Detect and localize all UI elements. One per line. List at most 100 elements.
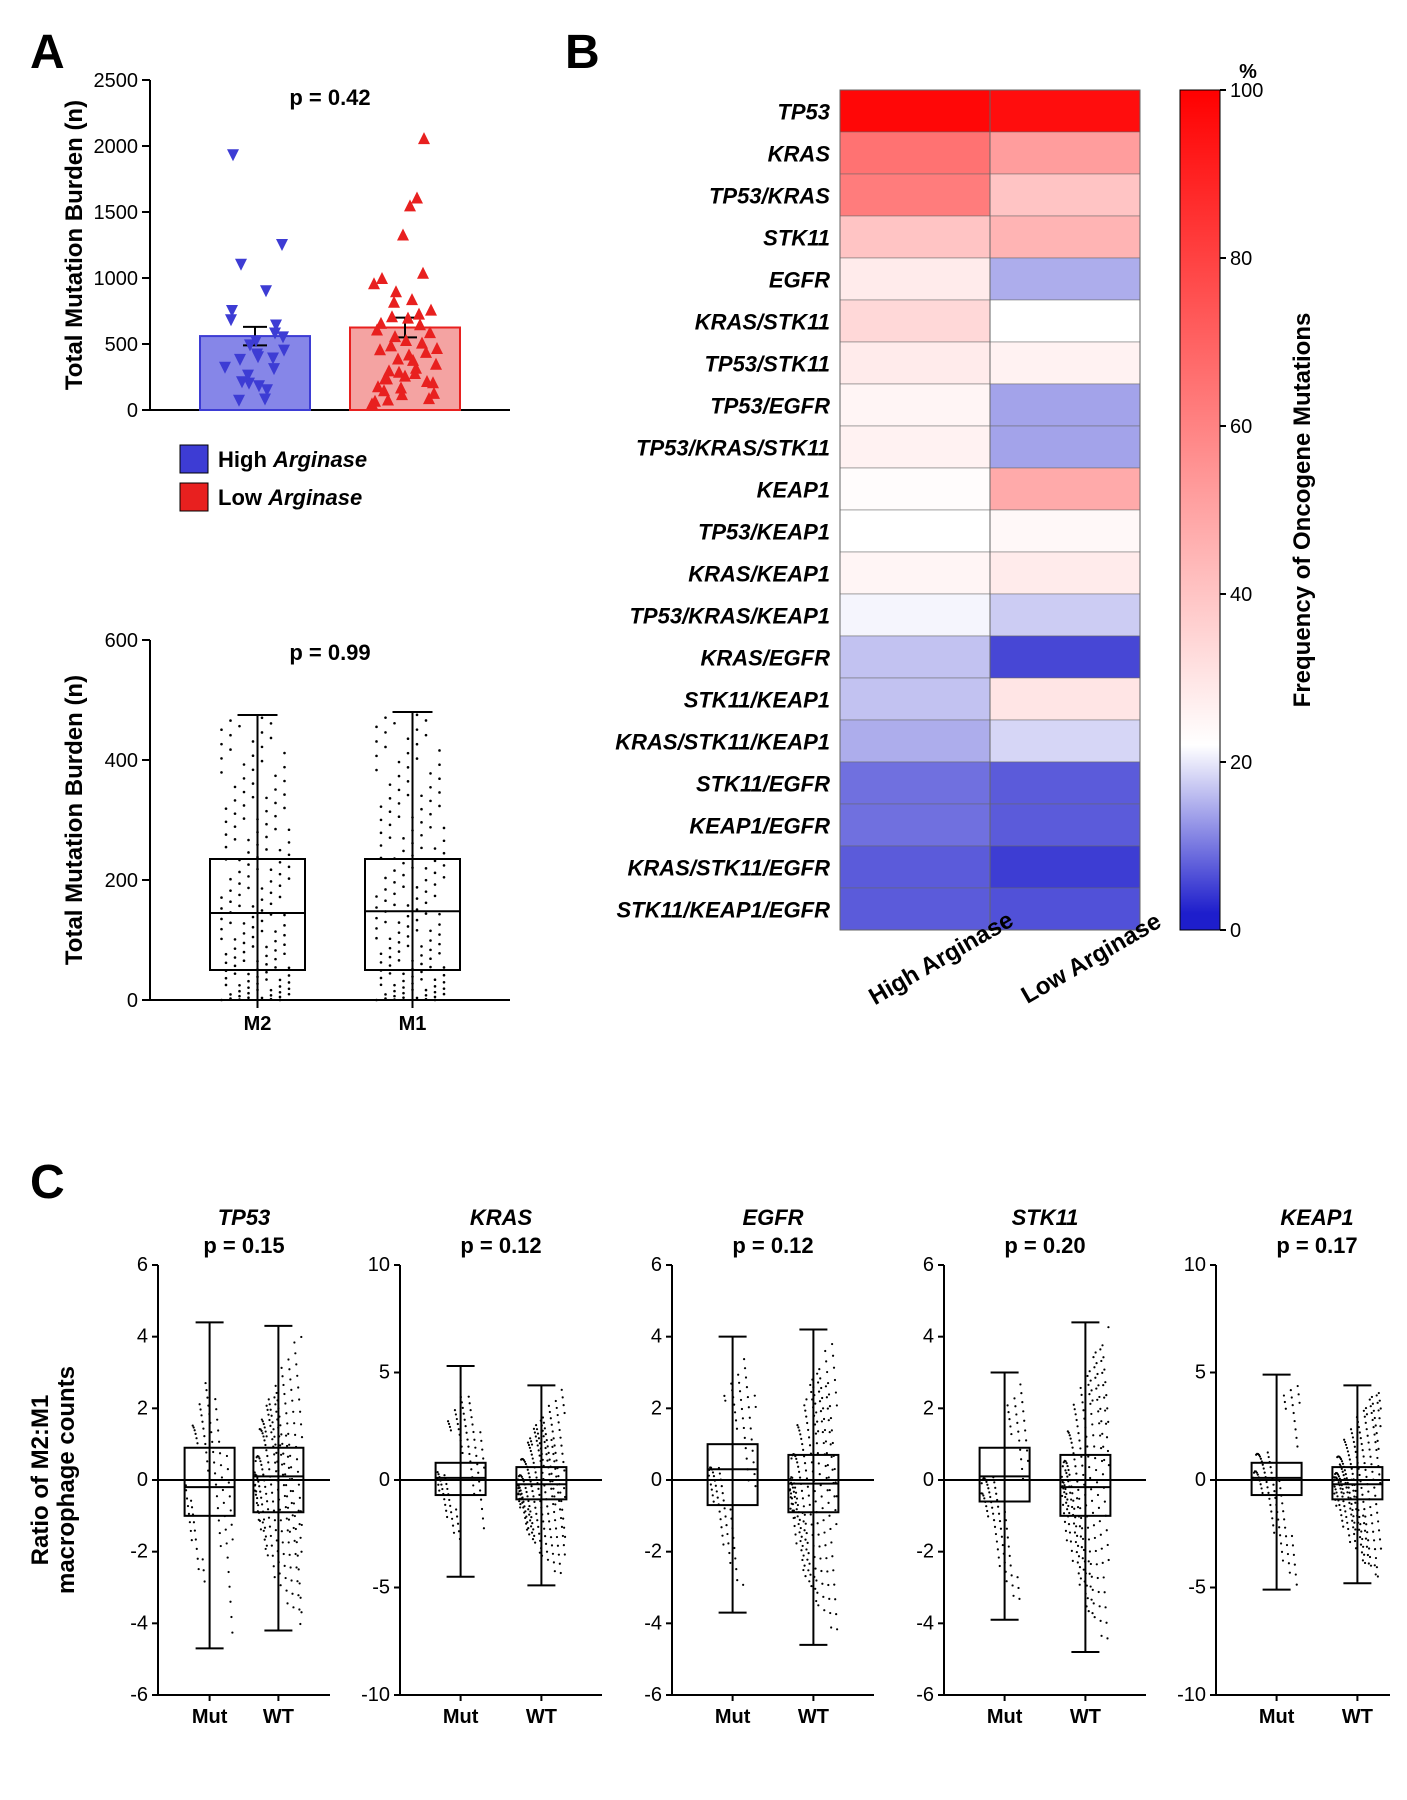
- svg-text:0: 0: [127, 990, 138, 1012]
- svg-text:-2: -2: [644, 1541, 662, 1563]
- svg-text:KRAS/STK11: KRAS/STK11: [695, 309, 830, 334]
- svg-text:-6: -6: [130, 1684, 148, 1706]
- svg-text:TP53: TP53: [777, 99, 830, 124]
- svg-text:STK11: STK11: [1012, 1205, 1079, 1230]
- svg-text:5: 5: [1195, 1362, 1206, 1384]
- svg-text:0: 0: [127, 400, 138, 422]
- svg-text:6: 6: [137, 1254, 148, 1276]
- svg-text:KRAS/STK11/EGFR: KRAS/STK11/EGFR: [627, 855, 830, 880]
- svg-text:Total Mutation Burden (n): Total Mutation Burden (n): [61, 100, 88, 390]
- svg-text:WT: WT: [798, 1706, 829, 1728]
- svg-text:STK11: STK11: [763, 225, 830, 250]
- svg-text:Frequency of Oncogene Mutation: Frequency of Oncogene Mutations: [1289, 313, 1316, 708]
- svg-text:2500: 2500: [94, 70, 139, 92]
- svg-text:6: 6: [651, 1254, 662, 1276]
- svg-text:STK11/KEAP1: STK11/KEAP1: [684, 687, 830, 712]
- svg-text:200: 200: [105, 870, 138, 892]
- svg-text:KRAS/EGFR: KRAS/EGFR: [700, 645, 830, 670]
- svg-text:400: 400: [105, 750, 138, 772]
- svg-text:0: 0: [1230, 920, 1241, 942]
- svg-text:KRAS: KRAS: [768, 141, 831, 166]
- svg-text:Mut: Mut: [443, 1706, 479, 1728]
- svg-text:WT: WT: [263, 1706, 294, 1728]
- svg-text:0: 0: [1195, 1469, 1206, 1491]
- svg-text:KRAS/STK11/KEAP1: KRAS/STK11/KEAP1: [615, 729, 830, 754]
- svg-text:-5: -5: [1188, 1577, 1206, 1599]
- svg-text:5: 5: [379, 1362, 390, 1384]
- svg-text:0: 0: [651, 1469, 662, 1491]
- svg-text:0: 0: [923, 1469, 934, 1491]
- panel-c-boxplots: Ratio of M2:M1macrophage counts -6 -4 -2 0 2 4…: [30, 1195, 1390, 1755]
- svg-text:High Arginase: High Arginase: [218, 447, 367, 472]
- svg-text:-10: -10: [361, 1684, 390, 1706]
- svg-text:2: 2: [651, 1397, 662, 1419]
- svg-text:EGFR: EGFR: [742, 1205, 803, 1230]
- figure-container: A B C 05001000150020002500Total Mutation…: [20, 20, 1387, 1780]
- svg-text:TP53/KRAS: TP53/KRAS: [709, 183, 830, 208]
- svg-text:TP53/STK11: TP53/STK11: [704, 351, 830, 376]
- svg-text:Ratio of M2:M1: Ratio of M2:M1: [30, 1395, 54, 1566]
- svg-text:10: 10: [1184, 1254, 1206, 1276]
- svg-text:0: 0: [379, 1469, 390, 1491]
- svg-text:40: 40: [1230, 584, 1252, 606]
- svg-text:p = 0.12: p = 0.12: [732, 1233, 813, 1258]
- svg-text:-2: -2: [130, 1541, 148, 1563]
- svg-text:-4: -4: [916, 1612, 934, 1634]
- svg-text:-4: -4: [130, 1612, 148, 1634]
- svg-text:500: 500: [105, 334, 138, 356]
- svg-text:STK11/EGFR: STK11/EGFR: [696, 771, 830, 796]
- svg-text:1000: 1000: [94, 268, 139, 290]
- svg-text:p = 0.15: p = 0.15: [203, 1233, 284, 1258]
- svg-text:Mut: Mut: [192, 1706, 228, 1728]
- svg-text:10: 10: [368, 1254, 390, 1276]
- svg-text:Mut: Mut: [1259, 1706, 1295, 1728]
- svg-text:4: 4: [137, 1326, 148, 1348]
- svg-text:p = 0.42: p = 0.42: [289, 85, 370, 110]
- svg-text:p = 0.17: p = 0.17: [1276, 1233, 1357, 1258]
- panel-a-boxplot: 0200400600Total Mutation Burden (n)M2M1p…: [60, 620, 530, 1060]
- svg-text:EGFR: EGFR: [769, 267, 830, 292]
- svg-text:1500: 1500: [94, 202, 139, 224]
- svg-text:0: 0: [137, 1469, 148, 1491]
- svg-text:TP53/EGFR: TP53/EGFR: [710, 393, 830, 418]
- svg-text:p = 0.20: p = 0.20: [1004, 1233, 1085, 1258]
- svg-text:p = 0.99: p = 0.99: [289, 640, 370, 665]
- svg-text:4: 4: [923, 1326, 934, 1348]
- svg-text:p = 0.12: p = 0.12: [460, 1233, 541, 1258]
- svg-text:KEAP1: KEAP1: [1280, 1205, 1353, 1230]
- svg-text:KRAS: KRAS: [470, 1205, 533, 1230]
- svg-text:TP53: TP53: [218, 1205, 271, 1230]
- svg-text:TP53/KRAS/KEAP1: TP53/KRAS/KEAP1: [629, 603, 830, 628]
- svg-text:-6: -6: [916, 1684, 934, 1706]
- svg-text:600: 600: [105, 630, 138, 652]
- svg-text:STK11/KEAP1/EGFR: STK11/KEAP1/EGFR: [616, 897, 830, 922]
- svg-text:Low Arginase: Low Arginase: [218, 485, 362, 510]
- svg-text:KEAP1: KEAP1: [757, 477, 830, 502]
- svg-text:-2: -2: [916, 1541, 934, 1563]
- svg-text:Mut: Mut: [715, 1706, 751, 1728]
- svg-text:60: 60: [1230, 416, 1252, 438]
- panel-b-heatmap: TP53 KRAS TP53/KRAS STK11 EGFR KRAS/STK11 TP53…: [580, 40, 1390, 1100]
- svg-text:WT: WT: [1070, 1706, 1101, 1728]
- svg-text:KEAP1/EGFR: KEAP1/EGFR: [689, 813, 830, 838]
- svg-text:TP53/KRAS/STK11: TP53/KRAS/STK11: [636, 435, 830, 460]
- svg-text:M1: M1: [399, 1013, 427, 1035]
- svg-text:Mut: Mut: [987, 1706, 1023, 1728]
- svg-text:2: 2: [923, 1397, 934, 1419]
- svg-text:2000: 2000: [94, 136, 139, 158]
- svg-text:WT: WT: [1342, 1706, 1373, 1728]
- svg-text:Total Mutation Burden (n): Total Mutation Burden (n): [61, 675, 88, 965]
- svg-text:100: 100: [1230, 80, 1263, 102]
- svg-text:WT: WT: [526, 1706, 557, 1728]
- svg-text:-6: -6: [644, 1684, 662, 1706]
- svg-text:4: 4: [651, 1326, 662, 1348]
- svg-text:TP53/KEAP1: TP53/KEAP1: [698, 519, 830, 544]
- svg-text:80: 80: [1230, 248, 1252, 270]
- svg-text:-4: -4: [644, 1612, 662, 1634]
- svg-text:-5: -5: [372, 1577, 390, 1599]
- svg-text:6: 6: [923, 1254, 934, 1276]
- svg-text:20: 20: [1230, 752, 1252, 774]
- svg-text:-10: -10: [1177, 1684, 1206, 1706]
- panel-a-bar-chart: 0 500 1000 1500 2000 2500 Total Mutation Burde…: [60, 60, 530, 570]
- svg-text:macrophage counts: macrophage counts: [53, 1366, 80, 1594]
